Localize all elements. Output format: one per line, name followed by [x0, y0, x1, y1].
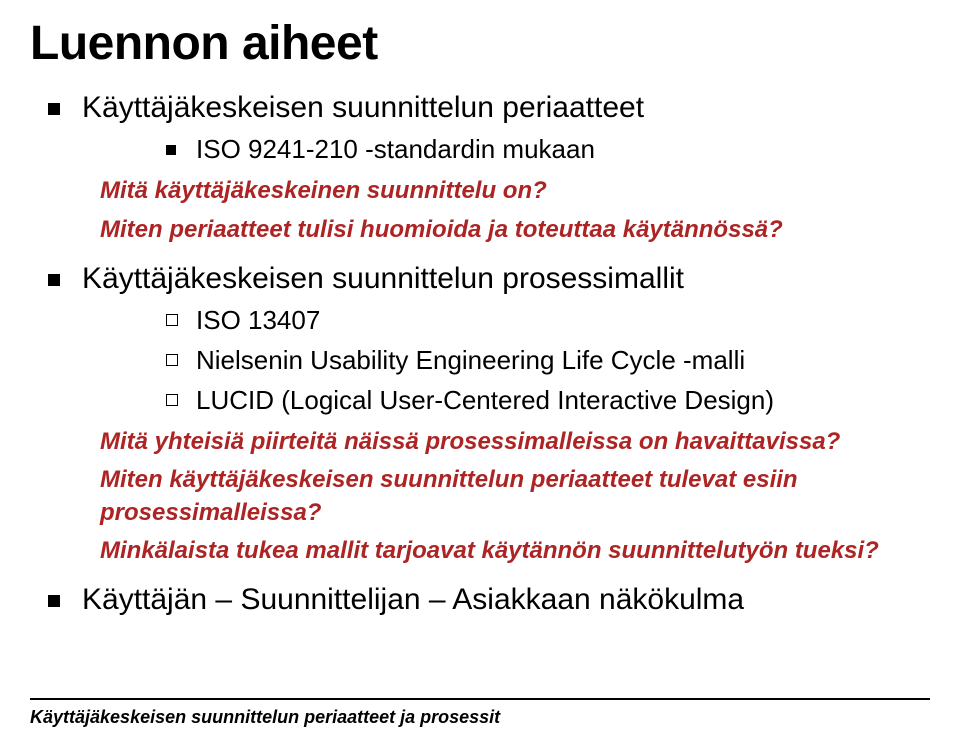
bullet-3: Käyttäjän – Suunnittelijan – Asiakkaan n…: [48, 581, 930, 619]
bullet-2-text: Käyttäjäkeskeisen suunnittelun prosessim…: [82, 262, 684, 295]
bullet-1-sublist: ISO 9241-210 -standardin mukaan: [166, 133, 930, 167]
slide-title: Luennon aiheet: [30, 16, 930, 71]
bullet-2-sub-0: ISO 13407: [166, 304, 930, 338]
slide: Luennon aiheet Käyttäjäkeskeisen suunnit…: [0, 0, 960, 744]
bullet-1-text: Käyttäjäkeskeisen suunnittelun periaatte…: [82, 91, 644, 124]
bullet-1-comment-0: Mitä käyttäjäkeskeinen suunnittelu on?: [100, 175, 930, 207]
bullet-2-comment-2: Minkälaista tukea mallit tarjoavat käytä…: [100, 535, 930, 567]
bullet-1-sub-0: ISO 9241-210 -standardin mukaan: [166, 133, 930, 167]
footer-text: Käyttäjäkeskeisen suunnittelun periaatte…: [30, 707, 500, 728]
bullet-2: Käyttäjäkeskeisen suunnittelun prosessim…: [48, 260, 930, 418]
bullet-list-level1: Käyttäjäkeskeisen suunnittelun periaatte…: [48, 89, 930, 620]
bullet-2-sublist: ISO 13407 Nielsenin Usability Engineerin…: [166, 304, 930, 417]
bullet-2-sub-1: Nielsenin Usability Engineering Life Cyc…: [166, 344, 930, 378]
bullet-1: Käyttäjäkeskeisen suunnittelun periaatte…: [48, 89, 930, 167]
bullet-2-sub-2: LUCID (Logical User-Centered Interactive…: [166, 384, 930, 418]
bullet-2-comment-0: Mitä yhteisiä piirteitä näissä prosessim…: [100, 426, 930, 458]
bullet-3-text: Käyttäjän – Suunnittelijan – Asiakkaan n…: [82, 583, 744, 616]
bullet-2-comment-1: Miten käyttäjäkeskeisen suunnittelun per…: [100, 464, 930, 529]
footer-divider: [30, 698, 930, 700]
bullet-1-comment-1: Miten periaatteet tulisi huomioida ja to…: [100, 214, 930, 246]
